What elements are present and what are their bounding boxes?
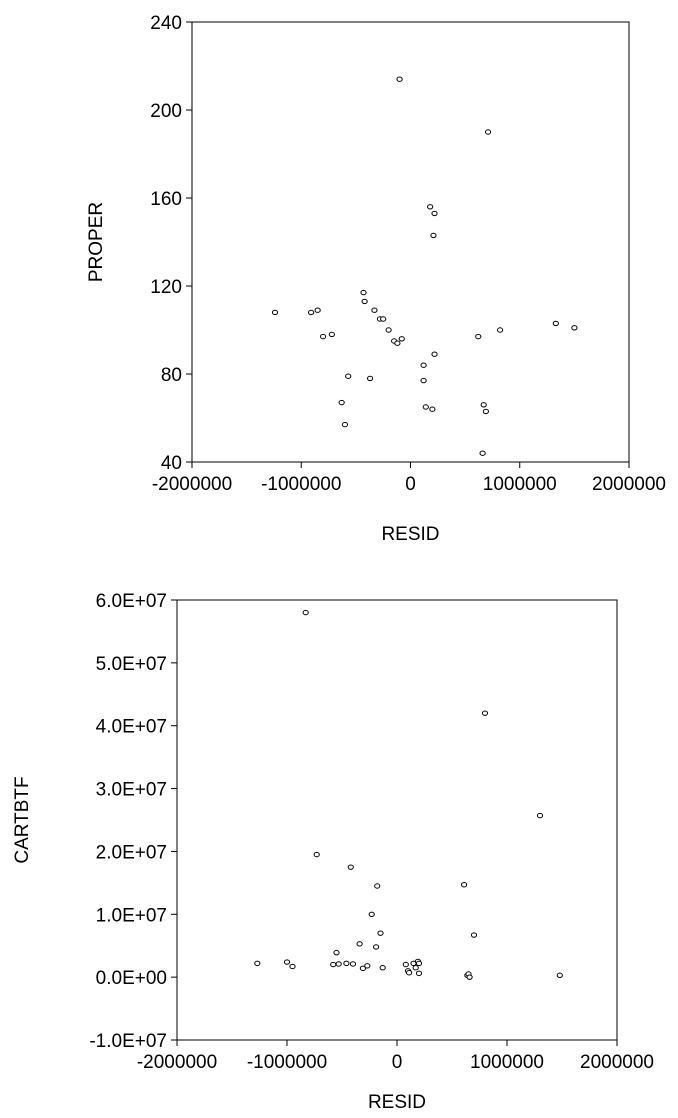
data-point <box>571 325 578 331</box>
data-point <box>374 883 381 889</box>
data-point <box>461 882 468 888</box>
data-point <box>484 129 492 135</box>
y-tick-label: 240 <box>150 13 182 34</box>
data-point <box>356 941 363 947</box>
data-point <box>552 320 559 327</box>
data-point <box>481 710 489 716</box>
data-point <box>364 963 371 969</box>
data-point <box>347 864 354 870</box>
data-point <box>379 965 386 971</box>
x-axis-title: RESID <box>381 524 439 545</box>
y-tick-label: 1.0E+07 <box>96 905 167 926</box>
data-point <box>420 362 427 368</box>
y-tick-label: 3.0E+07 <box>96 780 167 801</box>
x-tick-label: -2000000 <box>152 474 232 495</box>
data-point <box>427 204 434 210</box>
data-point <box>271 309 279 316</box>
data-point <box>385 327 392 333</box>
y-tick-label: 0.0E+00 <box>96 968 167 989</box>
data-point <box>335 961 342 967</box>
data-point <box>368 911 375 917</box>
data-point <box>480 402 487 408</box>
data-point <box>431 210 438 217</box>
data-point <box>430 232 437 239</box>
x-tick-label: 2000000 <box>580 1052 654 1073</box>
data-point <box>398 336 405 342</box>
proper-vs-resid-chart: -2000000 -1000000 0 1000000 2000000 40 80 120 16… <box>86 13 666 545</box>
data-point <box>366 375 374 382</box>
y-tick-label: 2.0E+07 <box>96 842 167 863</box>
data-point <box>254 960 261 967</box>
data-point <box>482 408 489 415</box>
data-point <box>402 961 409 968</box>
data-point <box>330 961 337 968</box>
y-tick-label: 4.0E+07 <box>96 717 167 738</box>
data-point <box>359 965 366 972</box>
y-tick-label: 200 <box>150 101 182 122</box>
plot-frame <box>191 21 630 463</box>
data-point <box>475 333 482 340</box>
data-point <box>333 949 340 956</box>
data-point <box>377 930 384 936</box>
y-tick-label: 40 <box>161 453 182 474</box>
data-point <box>361 298 368 305</box>
data-point <box>302 609 309 616</box>
y-tick-label: 5.0E+07 <box>96 654 167 675</box>
data-point <box>307 309 315 316</box>
data-point <box>341 421 349 428</box>
x-tick-label: 0 <box>392 1052 403 1073</box>
data-point <box>338 399 345 406</box>
data-point <box>470 932 478 938</box>
x-tick-label: 2000000 <box>592 474 666 495</box>
data-point <box>289 963 296 970</box>
data-point <box>328 331 335 338</box>
data-point <box>394 340 401 346</box>
y-tick-label: -1.0E+07 <box>89 1031 167 1052</box>
y-tick-label: 80 <box>161 365 182 386</box>
data-point <box>479 450 486 456</box>
x-tick-label: -2000000 <box>137 1052 217 1073</box>
data-point <box>371 307 378 313</box>
data-point <box>415 970 423 977</box>
y-tick-label: 160 <box>150 189 182 210</box>
data-point <box>349 961 357 967</box>
data-point <box>496 327 504 333</box>
data-point <box>406 970 413 976</box>
x-tick-label: 0 <box>405 474 416 495</box>
x-axis-title: RESID <box>368 1092 426 1113</box>
data-point <box>314 307 321 313</box>
data-point <box>412 965 419 971</box>
data-point <box>345 373 352 379</box>
data-point <box>431 351 438 357</box>
data-point <box>429 406 436 412</box>
data-point <box>536 812 544 819</box>
x-tick-label: 1000000 <box>470 1052 544 1073</box>
data-point <box>360 289 367 296</box>
data-point <box>396 76 403 82</box>
data-point <box>380 316 387 322</box>
data-point <box>283 959 291 965</box>
data-point <box>373 944 380 950</box>
data-point <box>420 377 427 384</box>
y-tick-label: 120 <box>150 277 182 298</box>
data-point <box>343 960 350 967</box>
data-point <box>415 960 423 967</box>
data-point <box>556 972 563 978</box>
y-axis-title: CARTBTF <box>12 776 33 863</box>
y-tick-label: 6.0E+07 <box>96 591 167 612</box>
data-point <box>422 404 429 410</box>
data-point <box>313 851 320 858</box>
x-tick-label: -1000000 <box>247 1052 327 1073</box>
x-tick-label: 1000000 <box>483 474 557 495</box>
cartbtf-vs-resid-chart: -2000000 -1000000 0 1000000 2000000 -1.0E+07 0… <box>12 591 654 1113</box>
x-tick-label: -1000000 <box>261 474 341 495</box>
y-axis-title: PROPER <box>86 202 107 282</box>
plot-frame <box>176 599 618 1041</box>
data-point <box>466 974 473 980</box>
data-point <box>320 333 327 340</box>
